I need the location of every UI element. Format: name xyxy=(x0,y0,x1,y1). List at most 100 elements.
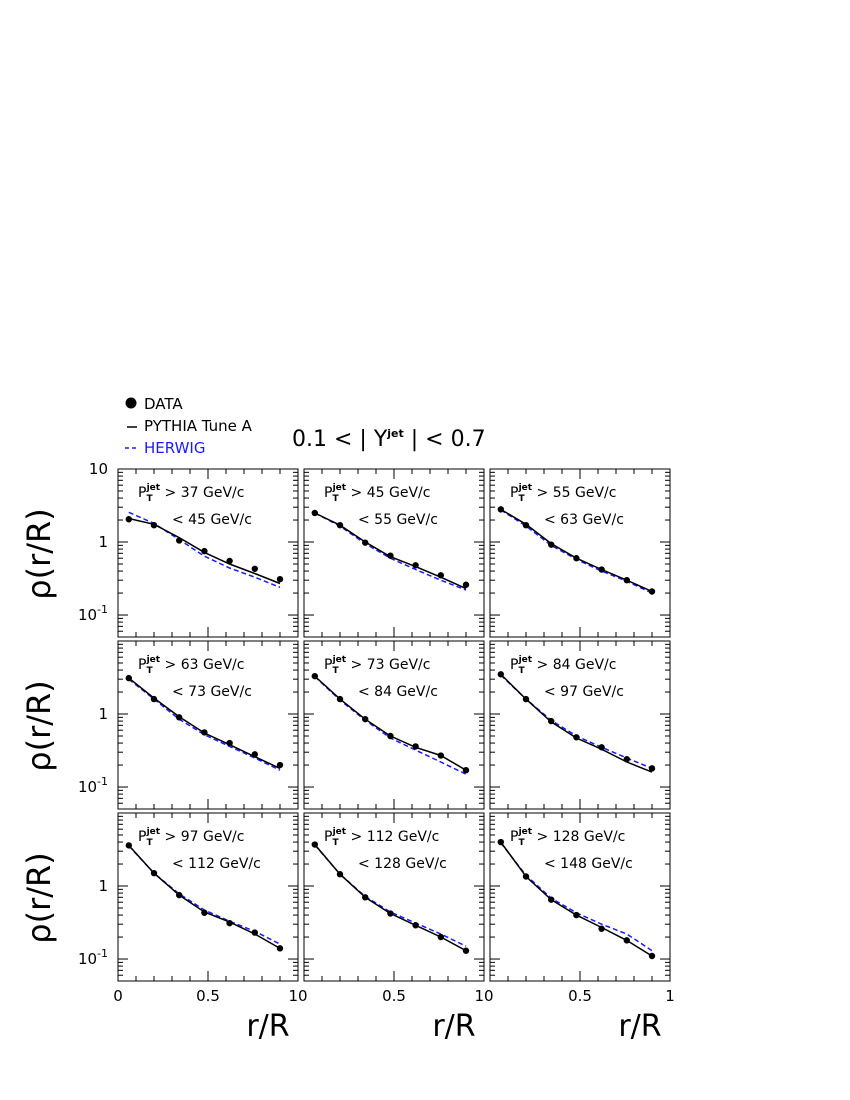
data-point xyxy=(251,929,258,936)
data-point xyxy=(412,922,419,929)
data-point xyxy=(573,734,580,741)
panel-9: 0.5 1 PTjet > 128 GeV/c < 148 GeV/c xyxy=(489,812,675,1005)
pt-cut-lower: PTjet > 112 GeV/c xyxy=(324,827,439,848)
pt-subscript: T xyxy=(518,666,525,676)
pt-subscript: T xyxy=(146,494,153,504)
pt-lower-value: > 112 GeV/c xyxy=(346,829,439,845)
pt-superscript: jet xyxy=(146,827,161,837)
data-point xyxy=(311,672,318,680)
pt-superscript: jet xyxy=(146,483,161,493)
y-tick-label-exponent: -1 xyxy=(97,603,108,616)
data-point xyxy=(176,537,183,544)
pt-cut-lower: PTjet > 63 GeV/c xyxy=(138,655,244,676)
panel-2: PTjet > 45 GeV/c < 55 GeV/c xyxy=(303,468,485,638)
data-point xyxy=(311,841,318,848)
data-point xyxy=(362,715,369,723)
pt-cut-upper: < 84 GeV/c xyxy=(358,684,438,700)
pt-superscript: jet xyxy=(332,655,347,665)
panel-6: PTjet > 84 GeV/c < 97 GeV/c xyxy=(489,640,671,810)
legend-pythia-label: PYTHIA Tune A xyxy=(144,417,253,435)
pt-lower-value: > 55 GeV/c xyxy=(532,485,616,501)
y-tick-label: 1 xyxy=(98,705,108,723)
x-axis-label-col1: r/R xyxy=(246,1009,289,1044)
data-point xyxy=(522,521,530,529)
panel-4: 1 10-1 PTjet > 63 GeV/c < 73 GeV/c xyxy=(78,640,299,810)
data-point xyxy=(598,566,605,573)
pt-subscript: T xyxy=(518,494,525,504)
data-point xyxy=(522,695,530,703)
data-point xyxy=(150,695,158,703)
data-point xyxy=(598,925,605,932)
title-tail: | < 0.7 xyxy=(404,427,486,452)
pt-symbol: P xyxy=(138,657,146,673)
pt-cut-upper: < 45 GeV/c xyxy=(172,512,252,528)
x-tick-label: 1 xyxy=(665,987,675,1005)
pt-symbol: P xyxy=(510,657,518,673)
y-tick-label: 10-1 xyxy=(78,603,108,624)
pt-cut-upper: < 55 GeV/c xyxy=(358,512,438,528)
legend-data-label: DATA xyxy=(144,395,183,413)
data-point xyxy=(648,952,656,960)
data-point xyxy=(150,521,158,529)
y-tick-label-base: 10 xyxy=(78,606,97,624)
y-axis-label-row1: ρ(r/R) xyxy=(20,508,58,599)
x-axis-label-col2: r/R xyxy=(432,1009,475,1044)
y-tick-label: 1 xyxy=(98,877,108,895)
data-point xyxy=(437,572,444,579)
legend: DATA PYTHIA Tune A HERWIG xyxy=(125,395,253,457)
data-point xyxy=(497,506,504,513)
data-point xyxy=(251,751,258,758)
data-point xyxy=(623,756,630,763)
title-lead: 0.1 < | Y xyxy=(292,427,388,452)
pt-symbol: P xyxy=(324,657,332,673)
legend-data-marker xyxy=(125,397,137,409)
pt-lower-value: > 63 GeV/c xyxy=(160,657,244,673)
x-tick-label: 0.5 xyxy=(568,987,592,1005)
data-point xyxy=(412,743,419,750)
data-point xyxy=(648,588,656,595)
pt-lower-value: > 84 GeV/c xyxy=(532,657,616,673)
data-point xyxy=(437,752,444,759)
pt-superscript: jet xyxy=(332,483,347,493)
pt-cut-lower: PTjet > 97 GeV/c xyxy=(138,827,244,848)
pt-subscript: T xyxy=(332,494,339,504)
pt-superscript: jet xyxy=(518,483,533,493)
data-point xyxy=(462,581,470,588)
data-point xyxy=(176,891,183,899)
pt-cut-upper: < 97 GeV/c xyxy=(544,684,624,700)
y-axis-label-row3: ρ(r/R) xyxy=(20,852,58,943)
data-point xyxy=(362,539,369,546)
data-point xyxy=(497,671,504,678)
x-tick-label: 0.5 xyxy=(196,987,220,1005)
pt-lower-value: > 45 GeV/c xyxy=(346,485,430,501)
data-point xyxy=(150,869,158,877)
pt-cut-lower: PTjet > 73 GeV/c xyxy=(324,655,430,676)
data-point xyxy=(648,765,656,772)
legend-herwig-label: HERWIG xyxy=(144,439,205,457)
title-sup: jet xyxy=(386,427,404,440)
pt-cut-upper: < 148 GeV/c xyxy=(544,856,633,872)
y-tick-label-base: 1 xyxy=(98,877,108,895)
pt-cut-upper: < 112 GeV/c xyxy=(172,856,261,872)
data-point xyxy=(311,509,318,517)
y-tick-label-base: 1 xyxy=(98,705,108,723)
pt-lower-value: > 37 GeV/c xyxy=(160,485,244,501)
data-point xyxy=(125,516,132,523)
pt-symbol: P xyxy=(324,829,332,845)
pt-symbol: P xyxy=(324,485,332,501)
x-axis-label-col3: r/R xyxy=(618,1009,661,1044)
y-tick-label-exponent: -1 xyxy=(97,775,108,788)
pt-cut-lower: PTjet > 37 GeV/c xyxy=(138,483,244,504)
data-point xyxy=(548,717,555,725)
pt-cut-upper: < 63 GeV/c xyxy=(544,512,624,528)
data-point xyxy=(387,732,394,740)
y-axis-label-row2: ρ(r/R) xyxy=(20,680,58,771)
pt-symbol: P xyxy=(138,485,146,501)
data-point xyxy=(226,557,233,565)
y-tick-label-base: 10 xyxy=(78,778,97,796)
data-point xyxy=(226,739,233,747)
pt-superscript: jet xyxy=(518,827,533,837)
pt-symbol: P xyxy=(510,485,518,501)
